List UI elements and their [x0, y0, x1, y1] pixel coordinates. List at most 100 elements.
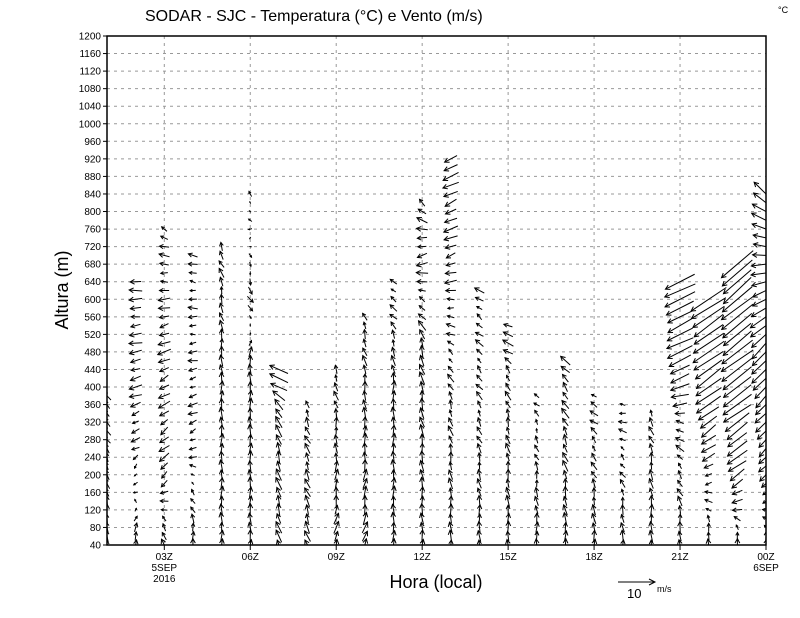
vector-arrowhead: [419, 397, 425, 404]
vector-arrowhead: [219, 250, 224, 256]
vector-arrowhead: [751, 292, 758, 298]
wind-vector: [648, 425, 655, 436]
wind-vector: [246, 295, 254, 303]
vector-shaft: [563, 470, 568, 480]
wind-vector: [750, 262, 766, 269]
vector-shaft: [693, 313, 724, 338]
wind-vector: [188, 419, 197, 425]
wind-vector: [476, 468, 482, 481]
vector-arrowhead: [590, 401, 595, 406]
wind-vector: [562, 477, 568, 489]
vector-shaft: [158, 445, 170, 452]
wind-vector: [157, 358, 171, 364]
vector-arrowhead: [132, 482, 136, 486]
vector-shaft: [218, 260, 225, 268]
vector-shaft: [561, 400, 570, 409]
y-tick-label: 440: [84, 365, 101, 376]
vector-shaft: [160, 426, 169, 436]
wind-vector: [704, 473, 713, 477]
vector-arrowhead: [591, 496, 597, 501]
wind-vector: [559, 355, 571, 366]
vector-arrowhead: [446, 297, 451, 302]
wind-vector: [476, 487, 482, 497]
vector-arrowhead: [362, 398, 367, 405]
x-tick-label: 12Z: [414, 552, 431, 563]
wind-vector: [505, 486, 511, 498]
wind-vector: [418, 371, 426, 385]
vector-shaft: [478, 452, 481, 462]
vector-arrowhead: [247, 512, 253, 519]
wind-vector: [304, 520, 311, 534]
vector-arrowhead: [415, 261, 422, 268]
vector-arrowhead: [249, 339, 253, 344]
wind-vector: [618, 437, 626, 442]
vector-arrowhead: [674, 410, 680, 416]
vector-shaft: [722, 313, 753, 339]
vector-shaft: [362, 469, 367, 481]
x-tick-date: 6SEP: [753, 563, 779, 574]
wind-vector: [133, 473, 138, 477]
vector-shaft: [418, 208, 427, 215]
vector-shaft: [189, 341, 197, 345]
vector-shaft: [248, 495, 252, 507]
vector-shaft: [476, 348, 483, 355]
vector-shaft: [361, 531, 368, 542]
wind-vector: [333, 442, 339, 454]
vector-arrowhead: [562, 495, 568, 501]
vector-arrowhead: [751, 353, 758, 360]
vector-shaft: [334, 531, 339, 542]
wind-vector: [362, 398, 367, 410]
plot-frame: [106, 35, 767, 546]
vector-arrowhead: [129, 358, 136, 364]
wind-vector: [504, 390, 512, 401]
vector-arrowhead: [390, 364, 396, 370]
wind-vector: [534, 460, 539, 471]
vector-shaft: [128, 342, 143, 345]
vector-arrowhead: [476, 442, 482, 449]
vector-arrowhead: [722, 417, 729, 423]
vector-shaft: [129, 297, 143, 301]
vector-shaft: [391, 380, 396, 394]
vector-shaft: [477, 417, 482, 427]
wind-vector: [620, 446, 625, 451]
wind-vector: [248, 253, 253, 259]
vector-shaft: [675, 412, 685, 415]
wind-vector: [249, 236, 252, 240]
wind-vector: [334, 374, 338, 382]
wind-vector: [247, 502, 254, 517]
wind-vector: [218, 406, 225, 420]
vector-arrowhead: [128, 331, 135, 338]
wind-vector: [130, 367, 141, 373]
wind-vector: [247, 521, 253, 533]
vector-arrowhead: [133, 465, 137, 470]
vector-shaft: [751, 223, 766, 230]
vector-shaft: [446, 333, 456, 336]
vector-arrowhead: [129, 278, 135, 285]
vector-shaft: [447, 315, 455, 319]
wind-vector: [700, 424, 717, 438]
wind-vector: [704, 481, 712, 486]
vector-arrowhead: [677, 513, 683, 519]
wind-vector: [591, 503, 597, 516]
wind-vector: [475, 322, 483, 329]
wind-vector: [189, 385, 196, 389]
vector-arrowhead: [362, 389, 368, 396]
vector-shaft: [677, 496, 683, 507]
wind-vector: [159, 374, 169, 382]
wind-vector: [534, 453, 540, 461]
vector-arrowhead: [448, 409, 453, 414]
vector-arrowhead: [418, 295, 423, 300]
vector-arrowhead: [443, 235, 450, 242]
vector-arrowhead: [477, 461, 482, 466]
vector-shaft: [248, 522, 252, 533]
vector-shaft: [220, 242, 223, 251]
wind-vector: [562, 391, 569, 400]
wind-vector: [750, 281, 766, 288]
vector-arrowhead: [677, 479, 682, 485]
wind-vector: [533, 495, 539, 506]
vector-shaft: [107, 412, 110, 417]
vector-arrowhead: [160, 430, 166, 436]
vector-arrowhead: [187, 305, 193, 311]
wind-vector: [134, 498, 137, 504]
vector-shaft: [333, 513, 339, 525]
